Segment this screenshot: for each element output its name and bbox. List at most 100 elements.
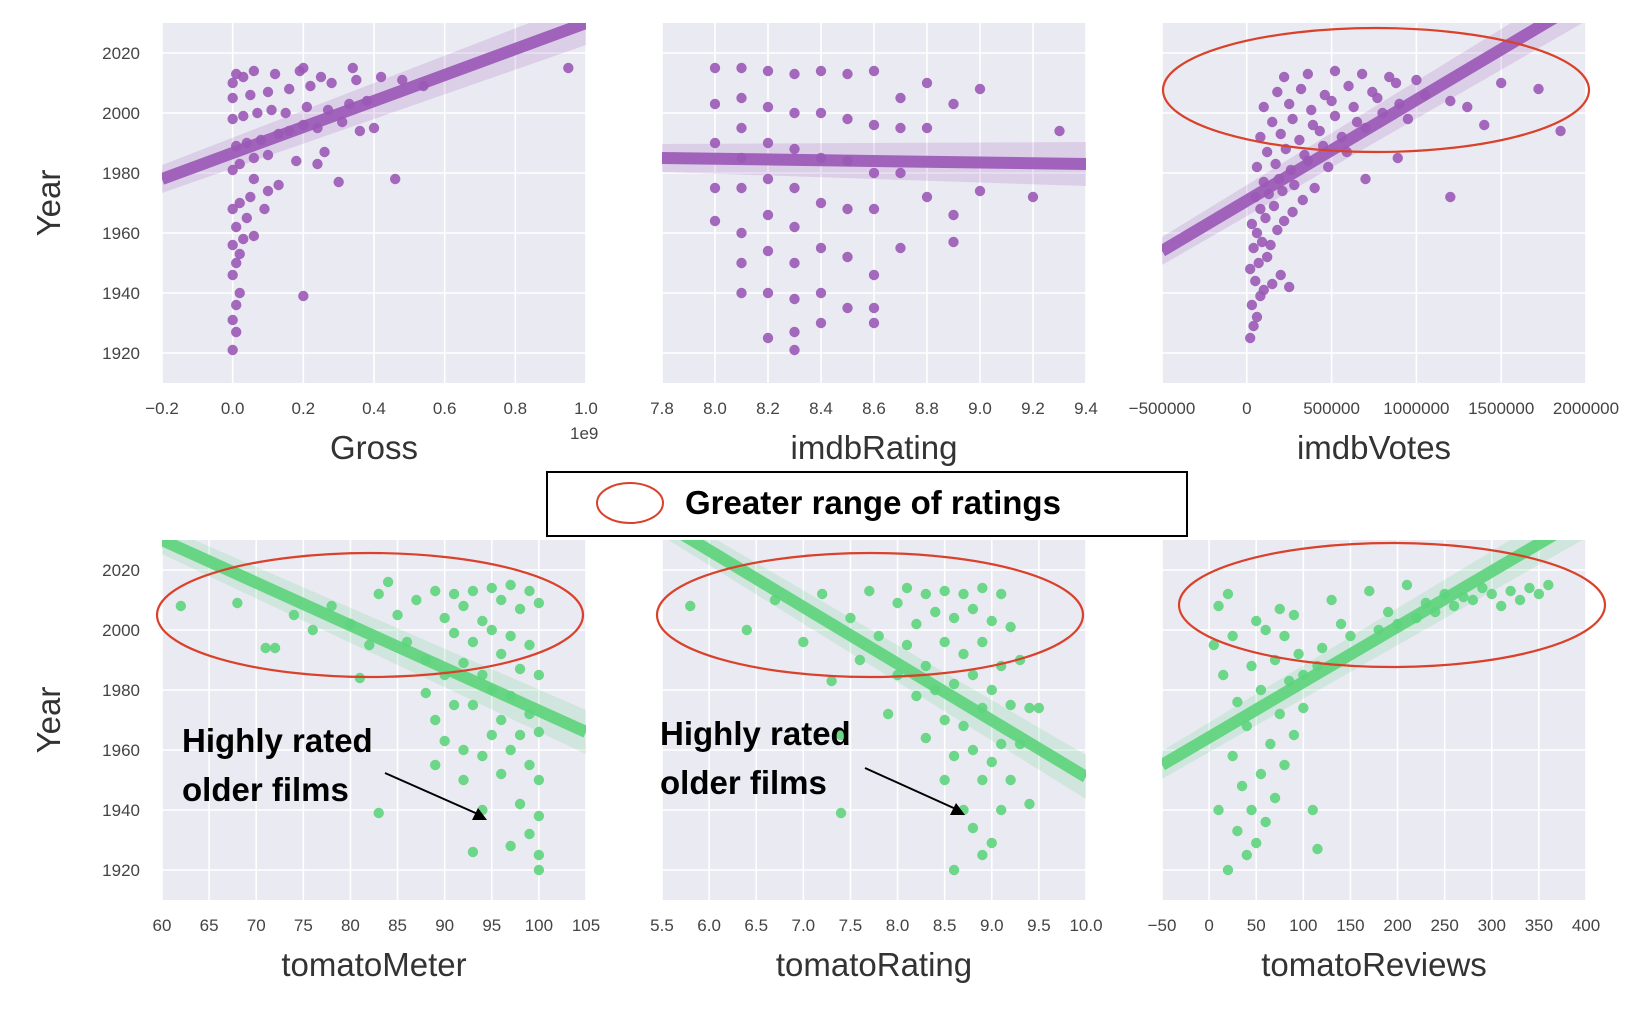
data-point xyxy=(1555,125,1566,137)
data-point xyxy=(1033,702,1045,714)
data-point xyxy=(1265,738,1276,750)
data-point xyxy=(269,68,281,80)
data-point xyxy=(1222,864,1234,876)
data-point xyxy=(901,639,913,651)
data-point xyxy=(736,92,747,104)
data-point xyxy=(835,729,847,741)
data-point xyxy=(736,122,747,134)
x-tick-label: 400 xyxy=(1572,916,1600,935)
data-point xyxy=(312,158,323,170)
annotation-tomatorating: Highly rated older films xyxy=(660,715,965,815)
x-tick-label: 60 xyxy=(153,916,172,935)
data-point xyxy=(241,212,252,224)
data-point xyxy=(1288,609,1300,621)
y-axis-label: Year xyxy=(30,687,67,754)
x-tick-label: 200 xyxy=(1383,916,1411,935)
data-point xyxy=(977,774,988,786)
x-tick-label: 9.0 xyxy=(968,399,992,418)
data-point xyxy=(262,86,274,98)
data-point xyxy=(227,344,238,356)
y-tick-label: 1960 xyxy=(102,741,140,760)
data-point xyxy=(974,83,986,95)
x-tick-label: 75 xyxy=(294,916,313,935)
data-point xyxy=(1367,86,1378,98)
data-point xyxy=(868,65,880,77)
data-point xyxy=(901,582,913,594)
plot-content xyxy=(1162,540,1583,876)
data-point xyxy=(1244,263,1256,275)
annotation-line-1: Highly rated xyxy=(182,722,373,759)
data-point xyxy=(845,612,856,624)
data-point xyxy=(789,257,800,269)
data-point xyxy=(1275,128,1286,140)
data-point xyxy=(948,236,959,248)
data-point xyxy=(298,290,309,302)
data-point xyxy=(920,660,932,672)
data-point xyxy=(533,597,545,609)
data-point xyxy=(709,182,721,194)
data-point xyxy=(1356,68,1368,80)
data-point xyxy=(1278,215,1290,227)
subplot-Gross: −0.2 0.0 0.2 0.4 0.6 0.8 1.0 1920 1940 1960 1980 20… xyxy=(30,23,598,466)
data-point xyxy=(1284,98,1295,110)
x-axis-label: tomatoRating xyxy=(776,946,972,983)
x-tick-label: −500000 xyxy=(1129,399,1196,418)
plot-area xyxy=(662,540,1086,900)
data-point xyxy=(882,708,894,720)
data-point xyxy=(390,173,401,185)
data-point xyxy=(259,203,270,215)
x-tick-label: 0 xyxy=(1204,916,1213,935)
data-point xyxy=(430,714,441,726)
y-axis-label: Year xyxy=(30,170,67,237)
x-tick-label: 1500000 xyxy=(1468,399,1534,418)
data-point xyxy=(477,750,488,762)
data-point xyxy=(1236,780,1248,792)
data-point xyxy=(448,627,460,639)
data-point xyxy=(326,600,337,612)
x-tick-label: 1000000 xyxy=(1383,399,1449,418)
data-point xyxy=(252,107,263,119)
data-point xyxy=(895,167,906,179)
data-point xyxy=(1448,600,1460,612)
data-point xyxy=(496,594,507,606)
data-point xyxy=(895,122,906,134)
data-point xyxy=(234,287,245,299)
data-point xyxy=(234,197,245,209)
data-point xyxy=(868,167,880,179)
data-point xyxy=(1274,708,1285,720)
data-point xyxy=(939,714,950,726)
data-point xyxy=(1255,684,1267,696)
data-point xyxy=(1267,278,1278,290)
data-point xyxy=(1390,77,1402,89)
x-tick-label: 8.2 xyxy=(756,399,780,418)
data-point xyxy=(868,317,880,329)
plot-content xyxy=(162,540,586,876)
data-point xyxy=(364,639,375,651)
data-point xyxy=(1384,71,1395,83)
data-point xyxy=(1275,269,1286,281)
data-point xyxy=(1227,750,1238,762)
subplot-tomatoReviews: −50 0 50 100 150 200 250 300 350 400 tomatoReviews xyxy=(1148,540,1607,983)
data-point xyxy=(1054,125,1065,137)
data-point xyxy=(1248,242,1259,254)
data-point xyxy=(1251,161,1263,173)
data-point xyxy=(741,624,752,636)
annotation-arrow xyxy=(384,772,481,816)
data-point xyxy=(977,849,988,861)
x-tick-label: 9.5 xyxy=(1027,916,1051,935)
x-tick-label: 65 xyxy=(200,916,219,935)
data-point xyxy=(1274,603,1285,615)
data-point xyxy=(1329,110,1341,122)
x-tick-label: 7.5 xyxy=(839,916,863,935)
data-point xyxy=(514,603,526,615)
data-point xyxy=(351,74,362,86)
data-point xyxy=(1445,95,1456,107)
data-point xyxy=(826,675,837,687)
annotation-line-2: older films xyxy=(182,771,349,808)
annotation-arrowhead xyxy=(950,803,965,815)
data-point xyxy=(854,654,866,666)
regression-line xyxy=(162,540,586,738)
data-point xyxy=(1486,588,1497,600)
y-tick-label: 2020 xyxy=(102,561,140,580)
